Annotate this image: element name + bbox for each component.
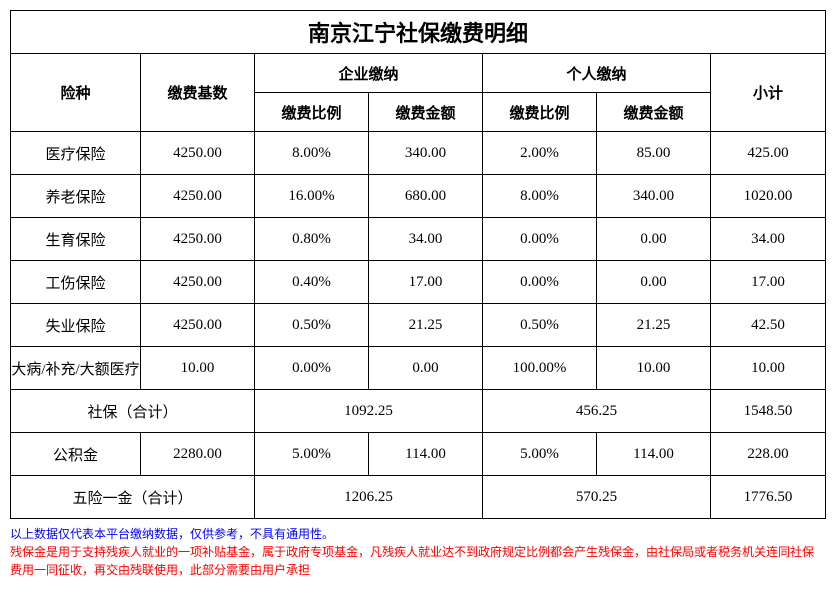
cell-base: 4250.00 [141, 175, 255, 218]
table-row: 生育保险 4250.00 0.80% 34.00 0.00% 0.00 34.0… [11, 218, 826, 261]
note-red: 残保金是用于支持残疾人就业的一项补贴基金，属于政府专项基金，凡残疾人就业达不到政… [10, 543, 825, 579]
cell-c-amt: 0.00 [369, 347, 483, 390]
cell-c-amt: 34.00 [369, 218, 483, 261]
row-label: 生育保险 [11, 218, 141, 261]
cell-c-amt: 680.00 [369, 175, 483, 218]
row-label: 养老保险 [11, 175, 141, 218]
header-base: 缴费基数 [141, 54, 255, 132]
cell-sub: 34.00 [711, 218, 826, 261]
cell-base: 4250.00 [141, 304, 255, 347]
header-amount: 缴费金额 [369, 93, 483, 132]
social-total-personal: 456.25 [483, 390, 711, 433]
row-label: 工伤保险 [11, 261, 141, 304]
cell-sub: 42.50 [711, 304, 826, 347]
cell-base: 4250.00 [141, 218, 255, 261]
header-amount: 缴费金额 [597, 93, 711, 132]
cell-c-amt: 17.00 [369, 261, 483, 304]
social-total-label: 社保（合计） [11, 390, 255, 433]
grand-total-row: 五险一金（合计） 1206.25 570.25 1776.50 [11, 476, 826, 519]
grand-total-label: 五险一金（合计） [11, 476, 255, 519]
cell-base: 4250.00 [141, 132, 255, 175]
fund-base: 2280.00 [141, 433, 255, 476]
cell-p-amt: 0.00 [597, 261, 711, 304]
social-total-row: 社保（合计） 1092.25 456.25 1548.50 [11, 390, 826, 433]
cell-c-rate: 8.00% [255, 132, 369, 175]
cell-c-rate: 0.80% [255, 218, 369, 261]
fund-p-amt: 114.00 [597, 433, 711, 476]
fund-c-amt: 114.00 [369, 433, 483, 476]
cell-sub: 1020.00 [711, 175, 826, 218]
row-label: 失业保险 [11, 304, 141, 347]
cell-p-amt: 10.00 [597, 347, 711, 390]
header-personal: 个人缴纳 [483, 54, 711, 93]
row-label: 大病/补充/大额医疗 [11, 347, 141, 390]
social-total-company: 1092.25 [255, 390, 483, 433]
cell-p-rate: 100.00% [483, 347, 597, 390]
table-title: 南京江宁社保缴费明细 [11, 11, 826, 54]
social-insurance-table: 南京江宁社保缴费明细 险种 缴费基数 企业缴纳 个人缴纳 小计 缴费比例 缴费金… [10, 10, 826, 519]
cell-c-rate: 0.40% [255, 261, 369, 304]
header-company: 企业缴纳 [255, 54, 483, 93]
cell-p-rate: 2.00% [483, 132, 597, 175]
header-subtotal: 小计 [711, 54, 826, 132]
grand-total-company: 1206.25 [255, 476, 483, 519]
cell-p-rate: 8.00% [483, 175, 597, 218]
grand-total-sub: 1776.50 [711, 476, 826, 519]
cell-p-rate: 0.00% [483, 218, 597, 261]
fund-label: 公积金 [11, 433, 141, 476]
table-row: 医疗保险 4250.00 8.00% 340.00 2.00% 85.00 42… [11, 132, 826, 175]
cell-p-amt: 340.00 [597, 175, 711, 218]
cell-p-amt: 0.00 [597, 218, 711, 261]
cell-sub: 425.00 [711, 132, 826, 175]
cell-c-amt: 340.00 [369, 132, 483, 175]
header-insurance-type: 险种 [11, 54, 141, 132]
row-label: 医疗保险 [11, 132, 141, 175]
note-blue: 以上数据仅代表本平台缴纳数据，仅供参考，不具有通用性。 [10, 525, 825, 543]
social-total-sub: 1548.50 [711, 390, 826, 433]
cell-base: 4250.00 [141, 261, 255, 304]
cell-p-rate: 0.00% [483, 261, 597, 304]
cell-c-rate: 16.00% [255, 175, 369, 218]
fund-sub: 228.00 [711, 433, 826, 476]
cell-base: 10.00 [141, 347, 255, 390]
notes-section: 以上数据仅代表本平台缴纳数据，仅供参考，不具有通用性。 残保金是用于支持残疾人就… [10, 525, 825, 579]
cell-p-amt: 21.25 [597, 304, 711, 347]
fund-c-rate: 5.00% [255, 433, 369, 476]
fund-p-rate: 5.00% [483, 433, 597, 476]
table-row: 工伤保险 4250.00 0.40% 17.00 0.00% 0.00 17.0… [11, 261, 826, 304]
table-row: 养老保险 4250.00 16.00% 680.00 8.00% 340.00 … [11, 175, 826, 218]
fund-row: 公积金 2280.00 5.00% 114.00 5.00% 114.00 22… [11, 433, 826, 476]
cell-sub: 10.00 [711, 347, 826, 390]
cell-c-amt: 21.25 [369, 304, 483, 347]
table-row: 失业保险 4250.00 0.50% 21.25 0.50% 21.25 42.… [11, 304, 826, 347]
cell-p-rate: 0.50% [483, 304, 597, 347]
cell-sub: 17.00 [711, 261, 826, 304]
cell-c-rate: 0.50% [255, 304, 369, 347]
header-rate: 缴费比例 [483, 93, 597, 132]
header-rate: 缴费比例 [255, 93, 369, 132]
table-row: 大病/补充/大额医疗 10.00 0.00% 0.00 100.00% 10.0… [11, 347, 826, 390]
cell-c-rate: 0.00% [255, 347, 369, 390]
grand-total-personal: 570.25 [483, 476, 711, 519]
cell-p-amt: 85.00 [597, 132, 711, 175]
